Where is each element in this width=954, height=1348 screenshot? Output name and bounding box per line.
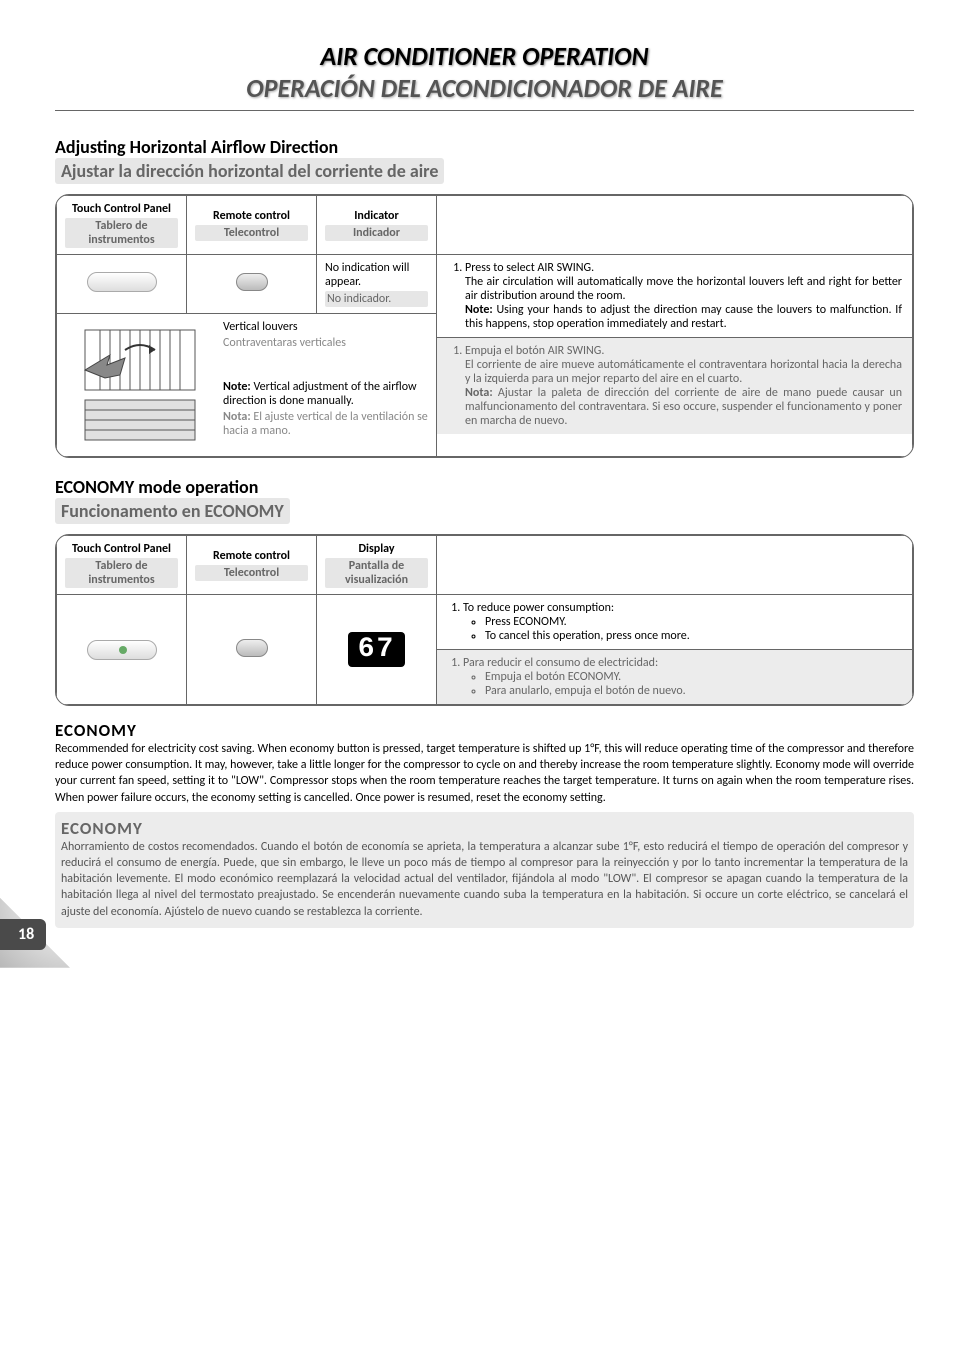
- nota-label: Nota:: [465, 386, 493, 400]
- page-number: 18: [0, 919, 46, 950]
- col-remote-es: Telecontrol: [195, 225, 308, 241]
- economy-head-es: ECONOMY: [61, 818, 908, 839]
- col-remote-es2: Telecontrol: [195, 565, 308, 581]
- remote-button-icon: [236, 273, 268, 291]
- touch-economy-button-icon: [87, 640, 157, 660]
- louver-diagram-icon: [65, 320, 215, 450]
- title-en: AIR CONDITIONER OPERATION: [310, 40, 658, 72]
- col-display-en: Display: [358, 542, 394, 556]
- section1-heading-en: Adjusting Horizontal Airflow Direction: [55, 136, 914, 158]
- section2-heading-es: Funcionamento en ECONOMY: [55, 498, 290, 524]
- economy-body-en: Recommended for electricity cost saving.…: [55, 741, 914, 806]
- remote-economy-button-icon: [236, 639, 268, 657]
- economy-head-en: ECONOMY: [55, 720, 914, 741]
- economy-es-block: ECONOMY Ahorramiento de costos recomenda…: [55, 812, 914, 928]
- note-label: Note:: [465, 303, 493, 317]
- inst-es-line2: El corriente de aire mueve automáticamen…: [465, 358, 902, 386]
- section2-heading-en: ECONOMY mode operation: [55, 476, 914, 498]
- nota-label2: Nota:: [223, 410, 251, 424]
- page-title-block: AIR CONDITIONER OPERATION OPERACIÓN DEL …: [55, 40, 914, 111]
- inst-en-line1: Press to select AIR SWING.: [465, 261, 594, 275]
- nota-es-text: El ajuste vertical de la ventilación se …: [223, 410, 428, 438]
- louvers-label-en: Vertical louvers: [223, 320, 428, 334]
- col-indicator-es: Indicador: [325, 225, 428, 241]
- eco-inst-en-b1: Press ECONOMY.: [485, 615, 904, 629]
- display-value: 67: [348, 632, 406, 667]
- touch-panel-button-icon: [87, 272, 157, 292]
- section1-heading-es: Ajustar la dirección horizontal del corr…: [55, 158, 444, 184]
- col-indicator-en: Indicator: [354, 209, 399, 223]
- eco-inst-es-b2: Para anularlo, empuja el botón de nuevo.: [485, 684, 904, 698]
- col-touch-en2: Touch Control Panel: [72, 542, 171, 556]
- louvers-label-es: Contraventaras verticales: [223, 336, 428, 350]
- title-es: OPERACIÓN DEL ACONDICIONADOR DE AIRE: [246, 72, 722, 104]
- eco-inst-es-b1: Empuja el botón ECONOMY.: [485, 670, 904, 684]
- eco-inst-es: Para reducir el consumo de electricidad:: [463, 656, 658, 670]
- airflow-table: Touch Control Panel Tablero de instrumen…: [55, 194, 914, 458]
- eco-inst-en: To reduce power consumption:: [463, 601, 614, 615]
- indicator-en: No indication will appear.: [325, 261, 409, 289]
- col-touch-es: Tablero de instrumentos: [65, 218, 178, 248]
- inst-en-note: Using your hands to adjust the direction…: [465, 303, 902, 331]
- eco-inst-en-b2: To cancel this operation, press once mor…: [485, 629, 904, 643]
- note-label2: Note:: [223, 380, 251, 394]
- col-remote-en: Remote control: [213, 209, 290, 223]
- note-en-text: Vertical adjustment of the airflow direc…: [223, 380, 417, 408]
- indicator-es: No indicador.: [325, 291, 428, 307]
- inst-es-note: Ajustar la paleta de dirección del corri…: [465, 386, 902, 428]
- economy-table: Touch Control Panel Tablero de instrumen…: [55, 534, 914, 706]
- col-touch-es2: Tablero de instrumentos: [65, 558, 178, 588]
- col-display-es: Pantalla de visualización: [325, 558, 428, 588]
- inst-en-line2: The air circulation will automatically m…: [465, 275, 902, 303]
- col-remote-en2: Remote control: [213, 549, 290, 563]
- col-touch-en: Touch Control Panel: [72, 202, 171, 216]
- economy-body-es: Ahorramiento de costos recomendados. Cua…: [61, 839, 908, 920]
- inst-es-line1: Empuja el botón AIR SWING.: [465, 344, 604, 358]
